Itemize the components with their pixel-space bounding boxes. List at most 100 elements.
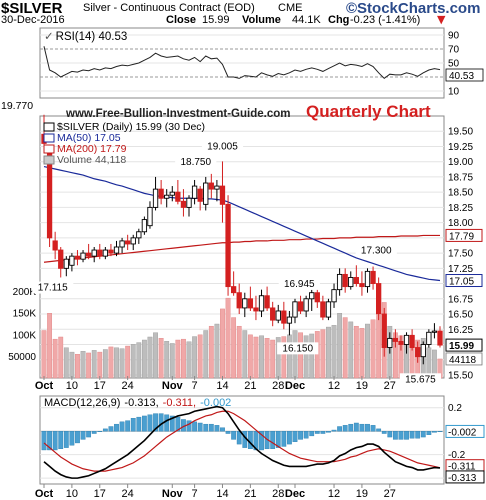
peak-label: 16.150 [282, 343, 313, 354]
candle-body [85, 252, 92, 257]
candle-body [364, 270, 371, 288]
macd-hist-bar [331, 429, 337, 432]
peak-label: 19.005 [207, 141, 238, 152]
candle-body [409, 334, 415, 348]
macd-value-tag-box [445, 424, 485, 438]
x-tick-label: 24 [122, 380, 134, 392]
close-value: 15.99 [202, 14, 230, 26]
candle-body [136, 231, 142, 239]
macd-hist-bar [164, 414, 170, 432]
x-tick-label: 10 [66, 380, 78, 392]
price-tick-label: 18.50 [448, 188, 473, 199]
macd-hist-bar [404, 431, 409, 440]
x-tick-label: 24 [122, 488, 134, 500]
macd-hist-bar [353, 422, 359, 432]
macd-hist-bar [247, 431, 253, 450]
candle-body [242, 298, 248, 309]
macd-hist-bar [102, 428, 108, 432]
candle-body [74, 255, 81, 260]
candle-body [52, 240, 58, 251]
volume-bar [192, 336, 197, 379]
candle-body [258, 295, 265, 312]
volume-bar [69, 351, 75, 379]
price-tick-label: 15.50 [448, 370, 473, 381]
down-arrow-icon: ▼ [437, 13, 446, 26]
candle-body [236, 292, 242, 309]
peak-label-bg [32, 281, 74, 294]
price-value-tag: 17.79 [449, 231, 474, 242]
macd-legend-value: -0.313, [124, 397, 158, 409]
macd-hist-bar [119, 421, 125, 432]
candle-body [314, 292, 320, 303]
volume-bar [359, 328, 365, 379]
candle-body [320, 301, 326, 318]
legend-entry: Volume 44,118 [57, 154, 126, 166]
macd-hist-bar [231, 431, 237, 440]
volume-bar [253, 336, 259, 379]
ma50-line [43, 165, 441, 282]
candle-body [431, 330, 438, 333]
price-tick-label: 17.25 [448, 264, 473, 275]
macd-hist-bar [197, 422, 203, 432]
quarterly-chart-annotation: Quarterly Chart [306, 102, 431, 121]
macd-hist-bar [303, 431, 309, 439]
website-annotation: www.Free-Bullion-Investment-Guide.com [66, 108, 291, 120]
candle-body [336, 273, 343, 291]
macd-value-tag: -0.002 [448, 427, 477, 438]
macd-hist-bar [292, 431, 298, 442]
volume-bar [348, 321, 354, 379]
macd-hist-bar [275, 431, 281, 448]
macd-hist-bar [147, 414, 153, 432]
rsi-tick-label: 50 [448, 59, 460, 70]
volume-bar [63, 347, 69, 379]
price-tick-label: 16.25 [448, 325, 473, 336]
volume-bar [130, 344, 136, 379]
candle-body [102, 249, 109, 257]
candle-body [331, 289, 337, 303]
rsi-legend: ✓ RSI(14) 40.53 [44, 31, 127, 43]
x-tick-label: 27 [384, 488, 396, 500]
macd-tick-label: -0.2 [448, 450, 466, 461]
candle-body [175, 191, 181, 202]
volume-bar [314, 331, 320, 379]
macd-hist-bar [141, 415, 147, 432]
volume-bar [114, 347, 119, 379]
macd-hist-bar [370, 425, 376, 432]
macd-hist-bar [225, 431, 231, 434]
volume-bar [97, 351, 103, 379]
volume-bar [225, 297, 231, 379]
macd-hist-bar [58, 431, 64, 450]
chg-label: Chg [328, 14, 350, 26]
volume-bar [337, 313, 343, 379]
peak-label: 16.945 [284, 279, 315, 290]
volume-bar [186, 341, 192, 379]
candle-body [359, 283, 365, 288]
price-panel: 19.5019.2519.0018.7518.5018.2518.0017.75… [8, 114, 483, 386]
macd-hist-bar [52, 431, 58, 451]
price-tick-label: 16.75 [448, 294, 473, 305]
volume-bar [58, 336, 64, 379]
macd-hist-bar [253, 431, 259, 451]
candle-body [58, 249, 64, 269]
legend-entry: MA(200) 17.79 [57, 143, 127, 155]
candle-body [270, 307, 276, 321]
volume-bar [259, 335, 264, 379]
price-value-tag-box [445, 338, 483, 352]
macd-hist-bar [415, 431, 421, 439]
macd-hist-bar [208, 423, 214, 432]
rsi-value-tag-box [445, 68, 484, 82]
volume-bar [203, 330, 209, 379]
legend-entry: $SILVER (Daily) 15.99 (30 Dec) [57, 121, 205, 133]
candle-body [225, 203, 231, 288]
macd-value-tag: -0.313 [448, 473, 477, 484]
macd-hist-bar [86, 431, 92, 438]
rsi-value-tag: 40.53 [449, 71, 474, 82]
candle-body [325, 301, 332, 318]
x-tick-label: 28 [272, 488, 284, 500]
x-tick-label: Oct [35, 488, 54, 500]
volume-bar [270, 339, 276, 379]
exchange-label: CME [278, 2, 303, 14]
macd-hist-bar [432, 431, 437, 433]
candle-body [309, 292, 315, 300]
macd-hist-bar [186, 420, 192, 432]
